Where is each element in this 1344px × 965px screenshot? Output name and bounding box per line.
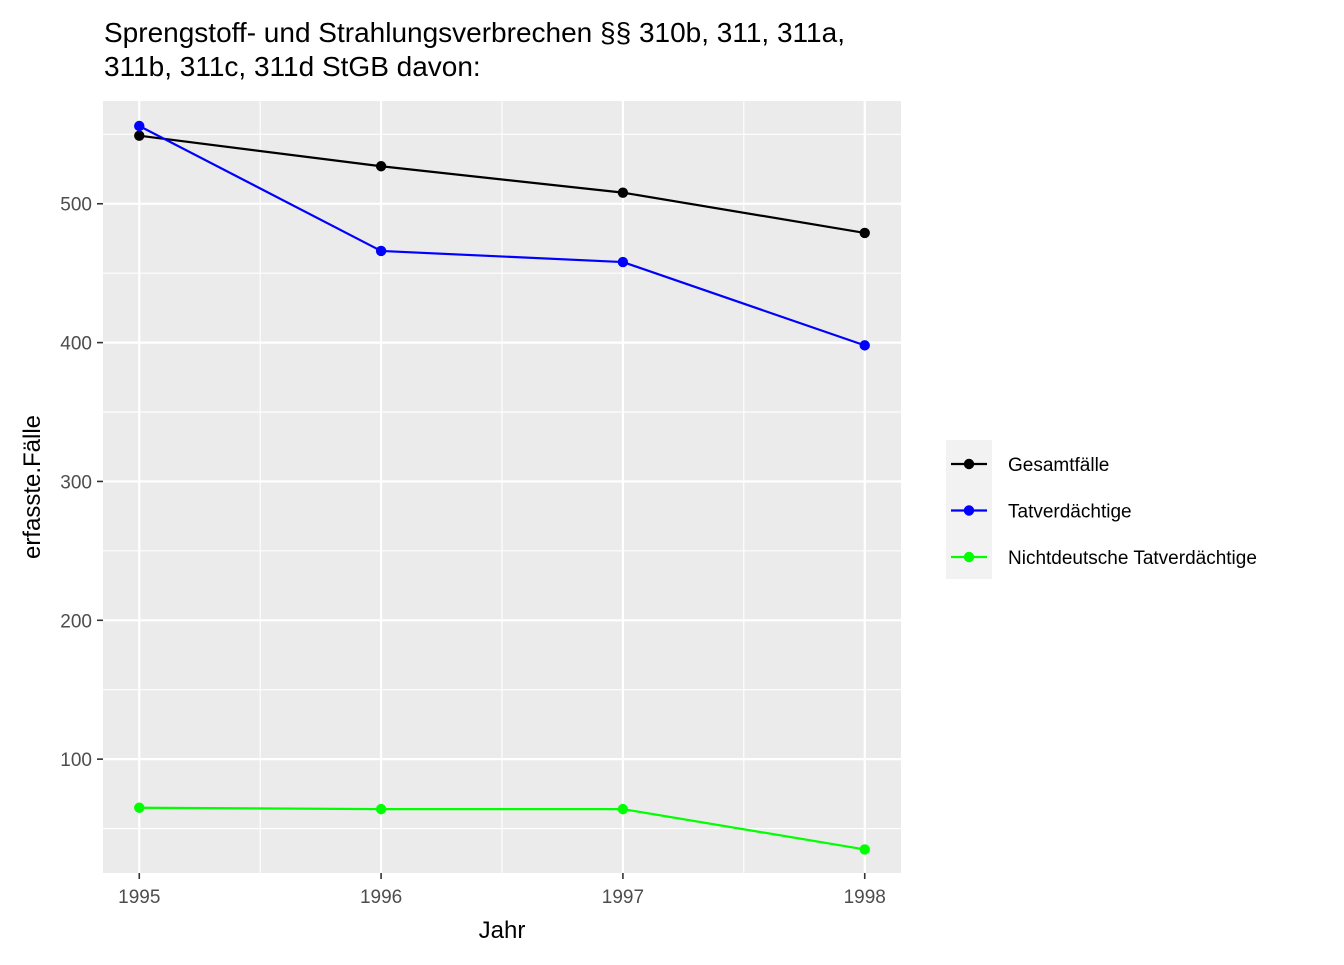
x-tick-label: 1998	[844, 887, 886, 908]
data-point	[375, 245, 387, 257]
data-point	[859, 340, 870, 351]
data-point	[617, 187, 629, 198]
legend-key-point	[963, 551, 975, 563]
legend-key-point	[963, 458, 975, 470]
series-Gesamtfälle	[134, 130, 870, 239]
series-line	[138, 125, 866, 347]
legend-item: Nichtdeutsche Tatverdächtige	[951, 548, 1257, 569]
y-axis-title: erfasste.Fälle	[19, 415, 46, 559]
series-Tatverdächtige	[134, 120, 870, 351]
legend: Gesamtfälle Tatverdächtige Nichtdeutsche T…	[946, 440, 1257, 579]
legend-label: Gesamtfälle	[1008, 455, 1109, 476]
x-tick-label: 1995	[118, 887, 160, 908]
data-point	[134, 802, 145, 813]
y-tick-label: 200	[60, 611, 92, 632]
data-point	[375, 803, 387, 815]
data-point	[859, 844, 870, 855]
data-point	[617, 256, 629, 268]
series-line	[139, 134, 865, 234]
series-line	[139, 806, 865, 851]
chart-title-line: Sprengstoff- und Strahlungsverbrechen §§…	[104, 17, 845, 48]
data-point	[134, 130, 145, 141]
y-tick-label: 100	[60, 750, 92, 771]
legend-item: Tatverdächtige	[951, 502, 1132, 523]
chart-title: Sprengstoff- und Strahlungsverbrechen §§…	[104, 17, 845, 82]
x-tick-label: 1997	[602, 887, 644, 908]
legend-key-point	[963, 505, 975, 516]
grid	[103, 101, 901, 873]
legend-label: Tatverdächtige	[1008, 502, 1132, 523]
chart-title-line: 311b, 311c, 311d StGB davon:	[104, 51, 481, 82]
x-axis-title: Jahr	[479, 917, 526, 944]
x-tick-label: 1996	[360, 887, 402, 908]
data-point	[134, 120, 145, 132]
axes: 100 200 300 400 500 1995 1996 1997 1998	[60, 195, 886, 908]
series	[134, 120, 870, 855]
legend-label: Nichtdeutsche Tatverdächtige	[1008, 548, 1257, 569]
y-tick-label: 500	[60, 195, 92, 216]
legend-item: Gesamtfälle	[951, 455, 1109, 476]
data-point	[617, 803, 629, 815]
data-point	[859, 227, 870, 239]
y-tick-label: 400	[60, 334, 92, 355]
data-point	[375, 161, 387, 172]
y-tick-label: 300	[60, 472, 92, 493]
series-Nichtdeutsche Tatverdächtige	[134, 802, 870, 855]
